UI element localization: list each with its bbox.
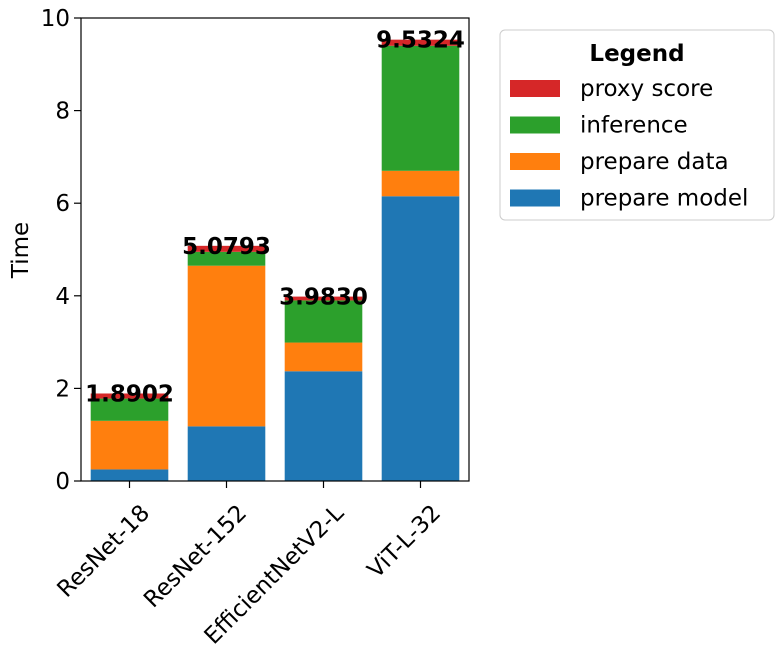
legend-label-inference: inference — [580, 113, 688, 139]
legend-title: Legend — [589, 41, 684, 67]
bar-vit-l-32-prepare-model — [381, 196, 460, 481]
legend-frame — [499, 29, 775, 221]
bar-resnet-18-proxy-score — [90, 393, 169, 399]
bar-efficientnetv2-l-inference — [284, 300, 363, 343]
bar-efficientnetv2-l-prepare-model — [284, 371, 363, 481]
total-label-resnet-152: 5.0793 — [182, 234, 271, 260]
totals-group: 1.8902 5.0793 3.9830 9.5324 — [85, 28, 465, 408]
plot-frame — [80, 17, 470, 482]
y-tick-label-4: 4 — [55, 284, 70, 310]
y-tick-label-6: 6 — [55, 191, 70, 217]
legend-swatch-proxy-score — [510, 80, 560, 97]
total-label-vit-l-32: 9.5324 — [376, 28, 465, 54]
total-label-efficientnetv2-l: 3.9830 — [279, 285, 368, 311]
legend: Legend proxy score inference prepare data pr… — [499, 29, 775, 221]
bar-resnet-152-inference — [187, 251, 266, 266]
total-label-resnet-18: 1.8902 — [85, 381, 174, 407]
legend-label-prepare-model: prepare model — [580, 186, 748, 212]
y-tick-label-2: 2 — [55, 376, 70, 402]
bar-resnet-152-prepare-model — [187, 426, 266, 481]
y-tick-label-0: 0 — [55, 469, 70, 495]
y-tick-label-10: 10 — [41, 6, 70, 32]
legend-swatch-prepare-data — [510, 153, 560, 170]
bar-resnet-18-inference — [90, 398, 169, 421]
bars-group — [90, 39, 460, 481]
bar-vit-l-32-prepare-data — [381, 170, 460, 197]
bar-resnet-152-proxy-score — [187, 245, 266, 252]
bar-resnet-18-prepare-data — [90, 420, 169, 470]
legend-label-proxy-score: proxy score — [580, 76, 713, 102]
legend-label-prepare-data: prepare data — [580, 149, 729, 175]
bar-vit-l-32-proxy-score — [381, 39, 460, 46]
bar-resnet-18-prepare-model — [90, 469, 169, 481]
x-tick-label-vit-l-32: ViT-L-32 — [363, 500, 446, 583]
bar-efficientnetv2-l-prepare-data — [284, 342, 363, 372]
bar-efficientnetv2-l-proxy-score — [284, 296, 363, 301]
bar-resnet-152-prepare-data — [187, 265, 266, 427]
legend-swatch-prepare-model — [510, 189, 560, 207]
legend-swatch-inference — [510, 116, 560, 134]
x-tick-label-resnet-18: ResNet-18 — [53, 500, 156, 603]
y-tick-label-8: 8 — [55, 99, 70, 125]
bar-vit-l-32-inference — [381, 45, 460, 171]
y-axis-label: Time — [8, 222, 34, 279]
